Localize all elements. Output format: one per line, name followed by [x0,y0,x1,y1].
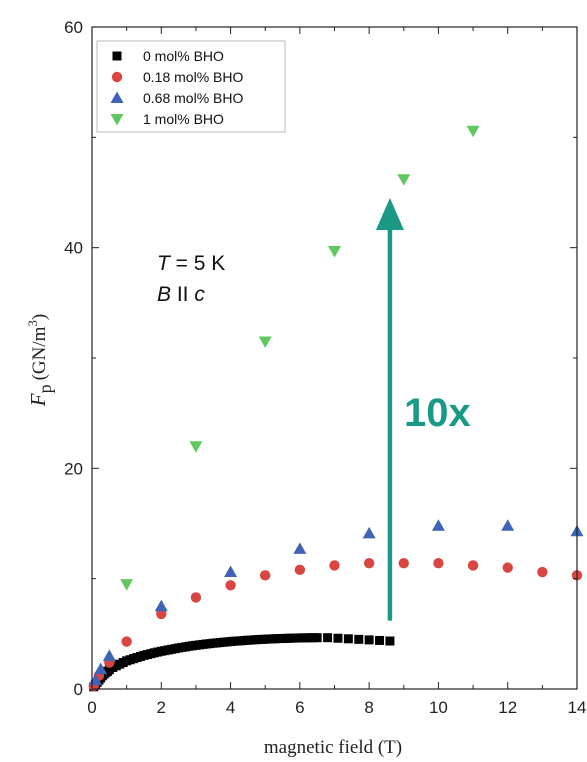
legend-item: 1 mol% BHO [110,111,224,127]
y-axis-label-close: ) [29,314,50,320]
legend-box [96,40,286,133]
tick-labels: 0 2 4 6 8 10 12 14 0 20 40 60 [64,18,586,717]
y-tick-label: 40 [64,239,83,258]
data-point-triangle-up [501,519,515,531]
x-axis-label: magnetic field (T) [264,737,402,758]
y-axis-label-sub: p [35,384,55,393]
data-point-circle [156,608,167,620]
legend-label: 1 mol% BHO [143,111,224,127]
data-point-square [312,633,322,643]
data-point-circle [190,592,202,603]
data-point-triangle-up [154,599,168,612]
x-tick-label: 4 [226,698,235,717]
series-square [89,633,395,692]
data-point-triangle-up [102,649,116,661]
enhancement-label: 10x [404,391,471,435]
legend-marker-square [112,51,122,61]
data-point-triangle-down [466,125,480,138]
legend-item: 0.68 mol% BHO [110,90,243,106]
data-point-triangle-down [189,441,203,453]
y-tick-label: 60 [64,18,83,37]
axes-layer [91,26,578,690]
series-circle [88,558,583,691]
data-point-circle [537,566,548,578]
x-tick-label: 8 [364,698,373,717]
data-point-square [343,634,353,644]
data-point-circle [467,560,479,571]
y-axis-label-sup: 3 [25,320,40,327]
data-point-triangle-down [120,579,134,591]
legend-label: 0.18 mol% BHO [143,69,243,85]
legend-label: 0 mol% BHO [143,48,224,64]
data-point-square [323,633,333,643]
axis-var: c [194,283,205,306]
legend-marker-triangle-up [110,91,124,103]
temperature-var: T [157,252,172,275]
data-point-triangle-up [362,526,376,539]
data-point-circle [502,562,513,573]
data-point-circle [329,560,340,571]
y-tick-label: 0 [74,680,83,699]
y-axis-label-main: F [26,393,50,407]
y-axis-label: Fp (GN/m3) [25,314,55,407]
plot-marks [88,125,584,692]
data-point-triangle-down [397,174,411,186]
legend-item: 0 mol% BHO [112,48,224,64]
legend-label: 0.68 mol% BHO [143,90,243,106]
x-tick-label: 6 [295,698,304,717]
data-point-square [364,635,374,645]
legend-item: 0.18 mol% BHO [111,69,243,85]
x-tick-label: 14 [568,698,587,717]
temperature-value: = 5 K [170,252,225,275]
x-tick-label: 12 [498,698,517,717]
data-point-triangle-down [328,245,341,258]
parallel-symbol: II [171,283,194,306]
y-tick-label: 20 [64,459,83,478]
legend-items: 0 mol% BHO 0.18 mol% BHO 0.68 mol% BHO 1 mo… [110,48,243,127]
data-point-triangle-up [224,565,238,578]
data-point-circle [260,570,271,581]
data-point-square [333,633,343,643]
data-point-square [375,635,385,645]
y-axis-label-unit: (GN/m [29,326,50,380]
legend-marker-circle [111,71,123,83]
field-var: B [157,283,171,306]
data-point-circle [121,636,132,647]
enhancement-arrow-head [375,198,404,231]
data-point-triangle-down [258,336,272,348]
legend: 0 mol% BHO 0.18 mol% BHO 0.68 mol% BHO 1 mo… [96,40,286,133]
series-triangle-up [88,519,584,686]
data-point-triangle-up [293,542,307,554]
legend-marker-triangle-down [110,114,124,126]
field-orientation-annotation: B II c [157,283,205,306]
series-triangle-down [120,125,480,591]
data-point-circle [398,558,409,569]
x-tick-label: 0 [87,698,96,717]
temperature-annotation: T = 5 K [157,252,225,275]
arrow-layer [375,198,404,621]
x-tick-label: 2 [157,698,166,717]
data-point-triangle-up [94,662,108,675]
data-point-square [354,634,364,644]
data-point-square [385,636,395,646]
data-point-circle [433,558,444,569]
data-point-circle [294,564,306,576]
x-tick-label: 10 [429,698,448,717]
data-point-triangle-up [431,519,445,531]
data-point-circle [363,558,375,569]
data-point-circle [225,580,236,591]
